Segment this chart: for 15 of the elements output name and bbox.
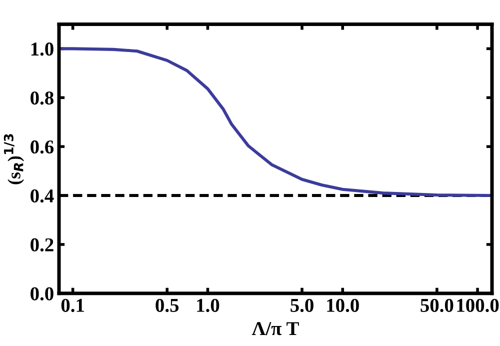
y-tick-label: 1.0 [31, 42, 54, 56]
y-tick-label: 0.0 [30, 287, 54, 300]
x-axis-title: Λ/π T [252, 322, 299, 336]
y-tick-label: 0.4 [30, 189, 54, 203]
y-tick-label: 0.2 [30, 238, 54, 252]
y-axis-title: (s$_{R}$)$^{1/3}$ [4, 134, 24, 184]
x-tick-label: 5.0 [290, 298, 314, 312]
x-tick-label: 100.0 [457, 298, 499, 312]
x-tick-label: 10.0 [327, 298, 359, 312]
x-tick-label: 50.0 [420, 298, 454, 312]
y-tick-label: 0.8 [30, 91, 54, 105]
y-tick-label: 0.6 [30, 140, 54, 154]
x-tick-label: 0.1 [61, 298, 84, 312]
x-tick-label: 0.5 [156, 298, 179, 312]
x-tick-label: 1.0 [197, 298, 220, 312]
